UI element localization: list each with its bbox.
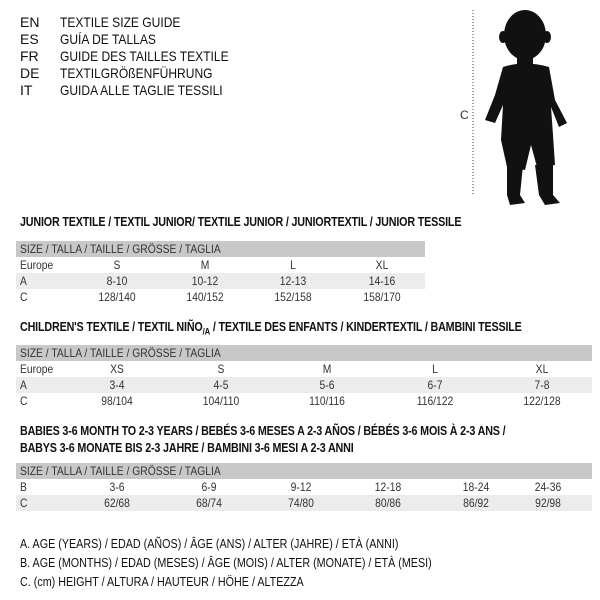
- legend-item: A. AGE (YEARS) / EDAD (AÑOS) / ÂGE (ANS)…: [20, 537, 399, 551]
- row-label: A: [20, 274, 27, 288]
- table-cell: 92/98: [535, 496, 561, 510]
- row-label: A: [20, 378, 27, 392]
- language-code: FR: [20, 48, 39, 64]
- table-row: C 98/104 104/110 110/116 116/122 122/128: [16, 393, 592, 409]
- table-cell: 24-36: [534, 480, 562, 494]
- table-cell: 116/122: [416, 394, 454, 408]
- table-cell: 128/140: [98, 290, 136, 304]
- header-label: SIZE / TALLA / TAILLE / GRÖSSE / TAGLIA: [20, 242, 221, 256]
- table-cell: M: [322, 362, 332, 376]
- table-cell: M: [200, 258, 210, 272]
- language-title: GUIDA ALLE TAGLIE TESSILI: [60, 82, 223, 98]
- table-header: SIZE / TALLA / TAILLE / GRÖSSE / TAGLIA: [16, 241, 425, 257]
- language-code: EN: [20, 14, 40, 30]
- table-cell: L: [290, 258, 296, 272]
- language-code: IT: [20, 82, 33, 98]
- table-cell: 122/128: [523, 394, 561, 408]
- language-code: ES: [20, 31, 39, 47]
- table-cell: 152/158: [274, 290, 312, 304]
- table-row: C 62/68 68/74 74/80 80/86 86/92 92/98: [16, 495, 592, 511]
- junior-heading: JUNIOR TEXTILE / TEXTIL JUNIOR/ TEXTILE …: [20, 215, 462, 229]
- baby-silhouette-icon: [485, 10, 567, 205]
- table-cell: 9-12: [290, 480, 312, 494]
- table-cell: 4-5: [213, 378, 229, 392]
- junior-size-table: SIZE / TALLA / TAILLE / GRÖSSE / TAGLIA E…: [16, 241, 425, 305]
- table-cell: 12-18: [374, 480, 402, 494]
- table-cell: S: [113, 258, 121, 272]
- legend-item: C. (cm) HEIGHT / ALTURA / HAUTEUR / HÖHE…: [20, 575, 304, 589]
- language-code: DE: [20, 65, 40, 81]
- table-row: B 3-6 6-9 9-12 12-18 18-24 24-36: [16, 479, 592, 495]
- table-row: A 8-10 10-12 12-13 14-16: [16, 273, 425, 289]
- table-cell: 140/152: [186, 290, 224, 304]
- table-cell: 3-4: [109, 378, 125, 392]
- table-header: SIZE / TALLA / TAILLE / GRÖSSE / TAGLIA: [16, 345, 592, 361]
- table-cell: 80/86: [375, 496, 401, 510]
- table-cell: 10-12: [191, 274, 219, 288]
- table-cell: 104/110: [202, 394, 240, 408]
- table-cell: XL: [535, 362, 549, 376]
- row-label: Europe: [20, 258, 54, 272]
- row-label: C: [20, 290, 28, 304]
- table-cell: XS: [110, 362, 124, 376]
- legend: A. AGE (YEARS) / EDAD (AÑOS) / ÂGE (ANS)…: [20, 535, 499, 592]
- table-cell: 7-8: [534, 378, 550, 392]
- table-header: SIZE / TALLA / TAILLE / GRÖSSE / TAGLIA: [16, 463, 592, 479]
- children-heading: CHILDREN'S TEXTILE / TEXTIL NIÑO/A / TEX…: [20, 320, 522, 337]
- language-title: GUÍA DE TALLAS: [60, 31, 156, 47]
- table-cell: XL: [375, 258, 389, 272]
- table-cell: 18-24: [462, 480, 490, 494]
- table-cell: 6-9: [201, 480, 217, 494]
- language-title: TEXTILGRÖßENFÜHRUNG: [60, 65, 213, 81]
- row-label: Europe: [20, 362, 54, 376]
- language-title: TEXTILE SIZE GUIDE: [60, 14, 181, 30]
- table-cell: 14-16: [368, 274, 396, 288]
- header-label: SIZE / TALLA / TAILLE / GRÖSSE / TAGLIA: [20, 346, 221, 360]
- height-label: C: [460, 108, 469, 122]
- legend-item: B. AGE (MONTHS) / EDAD (MESES) / ÂGE (MO…: [20, 556, 432, 570]
- table-row: Europe S M L XL: [16, 257, 425, 273]
- table-row: C 128/140 140/152 152/158 158/170: [16, 289, 425, 305]
- table-cell: 98/104: [101, 394, 133, 408]
- baby-silhouette-figure: C: [460, 10, 567, 205]
- row-label: C: [20, 394, 28, 408]
- table-cell: 86/92: [463, 496, 489, 510]
- table-cell: 6-7: [427, 378, 443, 392]
- table-cell: 158/170: [363, 290, 401, 304]
- table-row: A 3-4 4-5 5-6 6-7 7-8: [16, 377, 592, 393]
- babies-size-table: SIZE / TALLA / TAILLE / GRÖSSE / TAGLIA B…: [16, 463, 592, 511]
- babies-heading-line2: BABYS 3-6 MONATE BIS 2-3 JAHRE / BAMBINI…: [20, 441, 354, 455]
- table-cell: 8-10: [106, 274, 128, 288]
- header-label: SIZE / TALLA / TAILLE / GRÖSSE / TAGLIA: [20, 464, 221, 478]
- table-row: Europe XS S M L XL: [16, 361, 592, 377]
- language-title: GUIDE DES TAILLES TEXTILE: [60, 48, 229, 64]
- babies-heading-line1: BABIES 3-6 MONTH TO 2-3 YEARS / BEBÉS 3-…: [20, 424, 506, 438]
- table-cell: 5-6: [319, 378, 335, 392]
- table-cell: 110/116: [309, 394, 345, 408]
- children-size-table: SIZE / TALLA / TAILLE / GRÖSSE / TAGLIA E…: [16, 345, 592, 409]
- table-cell: 3-6: [109, 480, 125, 494]
- table-cell: 62/68: [104, 496, 130, 510]
- table-cell: S: [217, 362, 225, 376]
- table-cell: 74/80: [288, 496, 314, 510]
- table-cell: L: [432, 362, 438, 376]
- row-label: B: [20, 480, 27, 494]
- row-label: C: [20, 496, 28, 510]
- table-cell: 12-13: [279, 274, 307, 288]
- table-cell: 68/74: [196, 496, 222, 510]
